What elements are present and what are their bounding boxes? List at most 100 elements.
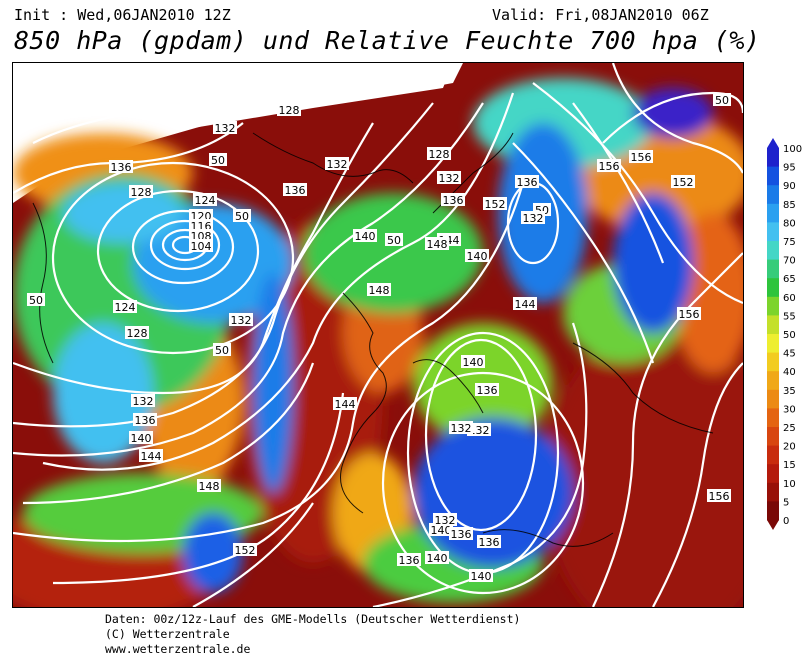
valid-time: Valid: Fri,08JAN2010 06Z (492, 6, 709, 24)
legend-tick-label: 55 (783, 311, 796, 322)
legend-tick-label: 45 (783, 349, 796, 360)
contour-label: 140 (465, 249, 489, 263)
legend-tick-label: 75 (783, 237, 796, 248)
svg-text:136: 136 (285, 184, 306, 197)
legend-tick-label: 0 (783, 516, 789, 527)
svg-text:156: 156 (679, 308, 700, 321)
legend-tick-label: 65 (783, 274, 796, 285)
contour-label: 124 (113, 300, 137, 314)
legend-tick-label: 85 (783, 200, 796, 211)
svg-text:132: 132 (215, 122, 236, 135)
svg-text:148: 148 (427, 238, 448, 251)
contour-label: 50 (27, 293, 45, 307)
svg-text:136: 136 (479, 536, 500, 549)
legend-swatch (767, 464, 779, 484)
data-source-text: Daten: 00z/12z-Lauf des GME-Modells (Deu… (105, 612, 521, 626)
svg-text:148: 148 (199, 480, 220, 493)
legend-tick-label: 10 (783, 479, 796, 490)
svg-text:148: 148 (369, 284, 390, 297)
contour-label: 50 (385, 233, 403, 247)
legend-swatch (767, 482, 779, 502)
contour-label: 124 (193, 193, 217, 207)
svg-text:144: 144 (141, 450, 162, 463)
init-time: Init : Wed,06JAN2010 12Z (14, 6, 231, 24)
svg-text:132: 132 (133, 395, 154, 408)
contour-label: 144 (513, 297, 537, 311)
contour-label: 132 (229, 313, 253, 327)
contour-label: 136 (109, 160, 133, 174)
svg-text:136: 136 (111, 161, 132, 174)
contour-label: 136 (397, 553, 421, 567)
svg-text:152: 152 (673, 176, 694, 189)
svg-text:124: 124 (195, 194, 216, 207)
contour-label: 132 (213, 121, 237, 135)
legend-swatch (767, 445, 779, 465)
contour-label: 128 (129, 185, 153, 199)
svg-text:156: 156 (709, 490, 730, 503)
contour-label: 136 (477, 535, 501, 549)
svg-text:140: 140 (355, 230, 376, 243)
svg-text:140: 140 (467, 250, 488, 263)
legend-tick-label: 80 (783, 218, 796, 229)
contour-label: 144 (139, 449, 163, 463)
legend-swatch (767, 278, 779, 298)
svg-text:132: 132 (435, 514, 456, 527)
contour-label: 148 (197, 479, 221, 493)
contour-label: 140 (353, 229, 377, 243)
svg-text:136: 136 (443, 194, 464, 207)
legend-swatch (767, 389, 779, 409)
legend-swatch (767, 222, 779, 242)
svg-text:136: 136 (477, 384, 498, 397)
contour-label: 156 (629, 150, 653, 164)
contour-label: 140 (425, 551, 449, 565)
contour-label: 128 (125, 326, 149, 340)
contour-label: 152 (671, 175, 695, 189)
svg-text:50: 50 (387, 234, 401, 247)
legend-tick-label: 5 (783, 497, 789, 508)
svg-text:50: 50 (715, 94, 729, 107)
copyright-text: (C) Wetterzentrale (105, 627, 230, 641)
contour-label: 136 (441, 193, 465, 207)
contour-label: 140 (461, 355, 485, 369)
svg-text:136: 136 (451, 528, 472, 541)
svg-text:140: 140 (463, 356, 484, 369)
legend-swatch (767, 185, 779, 205)
humidity-color-legend: 1009590858075706560555045403530252015105… (767, 138, 802, 530)
svg-text:104: 104 (191, 240, 212, 253)
contour-label: 140 (429, 523, 453, 537)
contour-label: 140 (469, 569, 493, 583)
svg-text:132: 132 (469, 424, 490, 437)
svg-text:140: 140 (471, 570, 492, 583)
legend-swatch (767, 427, 779, 447)
legend-swatch (767, 371, 779, 391)
svg-text:128: 128 (127, 327, 148, 340)
svg-text:136: 136 (517, 176, 538, 189)
contour-label: 148 (367, 283, 391, 297)
legend-bottom-arrow (767, 520, 779, 530)
contour-label: 104 (189, 239, 213, 253)
svg-text:140: 140 (131, 432, 152, 445)
contour-label: 144 (333, 397, 357, 411)
legend-swatch (767, 334, 779, 354)
svg-text:128: 128 (279, 104, 300, 117)
legend-tick-label: 40 (783, 367, 796, 378)
contour-label: 128 (277, 103, 301, 117)
contour-label: 140 (129, 431, 153, 445)
contour-label: 152 (483, 197, 507, 211)
legend-top-arrow (767, 138, 779, 148)
legend-tick-label: 100 (783, 144, 802, 155)
contour-label: 50 (233, 209, 251, 223)
svg-text:152: 152 (235, 544, 256, 557)
legend-tick-label: 15 (783, 460, 796, 471)
contour-label: 136 (515, 175, 539, 189)
legend-tick-label: 50 (783, 330, 796, 341)
weather-map-svg: 128 132 136 128 124 120 116 108 104 50 5… (13, 63, 743, 607)
svg-text:132: 132 (439, 172, 460, 185)
legend-swatch (767, 501, 779, 521)
contour-label: 152 (233, 543, 257, 557)
svg-text:156: 156 (631, 151, 652, 164)
svg-text:136: 136 (399, 554, 420, 567)
legend-tick-label: 30 (783, 404, 796, 415)
legend-swatch (767, 352, 779, 372)
svg-text:50: 50 (235, 210, 249, 223)
